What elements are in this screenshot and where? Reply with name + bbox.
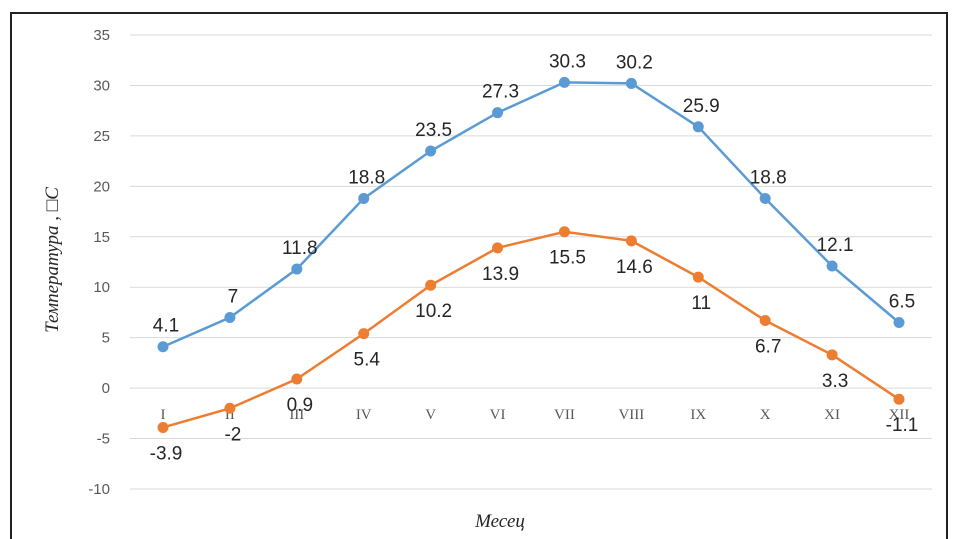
- data-label: -2: [224, 424, 241, 445]
- x-tick-label: I: [161, 407, 166, 423]
- x-tick-label: X: [760, 407, 771, 423]
- x-axis-ticks: I II III IV V VI VII VIII IX X XI XII: [161, 407, 910, 423]
- data-point: [759, 192, 771, 204]
- x-tick-label: III: [289, 407, 304, 423]
- data-point: [826, 260, 838, 272]
- x-tick-label: V: [425, 407, 436, 423]
- data-label: 10.2: [415, 301, 452, 322]
- data-label: 27.3: [482, 82, 519, 103]
- data-label: 18.8: [750, 167, 787, 188]
- data-label: 25.9: [683, 96, 720, 117]
- data-label: 30.3: [549, 51, 586, 72]
- y-tick-label: -5: [97, 431, 110, 448]
- data-label: 12.1: [817, 235, 854, 256]
- x-tick-label: VI: [490, 407, 506, 423]
- y-tick-label: 5: [102, 330, 110, 347]
- data-label: 18.8: [348, 167, 385, 188]
- x-tick-label: VII: [554, 407, 575, 423]
- x-axis-title: Месец: [474, 511, 525, 532]
- data-point: [224, 402, 236, 414]
- data-point: [759, 315, 771, 327]
- x-tick-label: IV: [356, 407, 372, 423]
- y-tick-label: 25: [93, 128, 110, 145]
- y-axis-title: Температура , □C: [42, 187, 63, 333]
- data-label: 23.5: [415, 120, 452, 141]
- x-tick-label: II: [225, 407, 235, 423]
- data-labels: 4.1 7 11.8 18.8 23.5 27.3 30.3 30.2 25.9 18.8 12.1…: [150, 51, 919, 464]
- data-point: [893, 393, 905, 405]
- data-label: 30.2: [616, 52, 653, 73]
- y-tick-label: 10: [93, 279, 110, 296]
- data-label: -3.9: [150, 443, 183, 464]
- gridlines: [130, 34, 932, 490]
- data-point: [224, 311, 236, 323]
- y-tick-label: 35: [93, 27, 110, 44]
- data-label: 6.7: [755, 337, 781, 358]
- y-tick-label: 15: [93, 229, 110, 246]
- data-label: 5.4: [354, 350, 381, 371]
- data-label: 3.3: [822, 371, 848, 392]
- data-point: [358, 192, 370, 204]
- x-tick-label: XI: [824, 407, 840, 423]
- data-label: -1.1: [886, 415, 919, 436]
- data-point: [291, 263, 303, 275]
- y-axis-ticks: -10 -5 0 5 10 15 20 25 30 35: [88, 27, 110, 498]
- x-tick-label: XII: [889, 407, 910, 423]
- data-label: 4.1: [153, 316, 179, 337]
- data-point: [157, 341, 169, 353]
- data-label: 7: [228, 286, 239, 307]
- data-point: [826, 349, 838, 361]
- series-line-2: [162, 230, 900, 429]
- series-line-1: [162, 81, 900, 348]
- data-label: 6.5: [889, 292, 915, 313]
- data-point: [291, 373, 303, 385]
- data-label: 15.5: [549, 248, 586, 269]
- data-label: 0.9: [287, 395, 313, 416]
- data-label: 14.6: [616, 257, 653, 278]
- data-label: 13.9: [482, 264, 519, 285]
- y-tick-label: 30: [93, 77, 110, 94]
- series-lines: [157, 76, 905, 433]
- data-point: [425, 145, 437, 157]
- y-tick-label: 20: [93, 178, 110, 195]
- y-tick-label: 0: [102, 380, 110, 397]
- data-point: [157, 421, 169, 433]
- x-tick-label: IX: [690, 407, 706, 423]
- data-point: [358, 328, 370, 340]
- data-point: [625, 77, 637, 89]
- x-tick-label: VIII: [618, 407, 644, 423]
- data-point: [692, 271, 704, 283]
- data-point: [625, 235, 637, 247]
- y-tick-label: -10: [88, 481, 110, 498]
- data-point: [893, 317, 905, 329]
- data-point: [492, 242, 504, 254]
- data-label: 11: [691, 293, 711, 314]
- data-point: [558, 76, 570, 88]
- data-label: 11.8: [282, 238, 318, 259]
- data-point: [425, 279, 437, 291]
- data-point: [558, 226, 570, 238]
- chart-frame: [10, 12, 948, 539]
- data-point: [492, 107, 504, 119]
- data-point: [692, 121, 704, 133]
